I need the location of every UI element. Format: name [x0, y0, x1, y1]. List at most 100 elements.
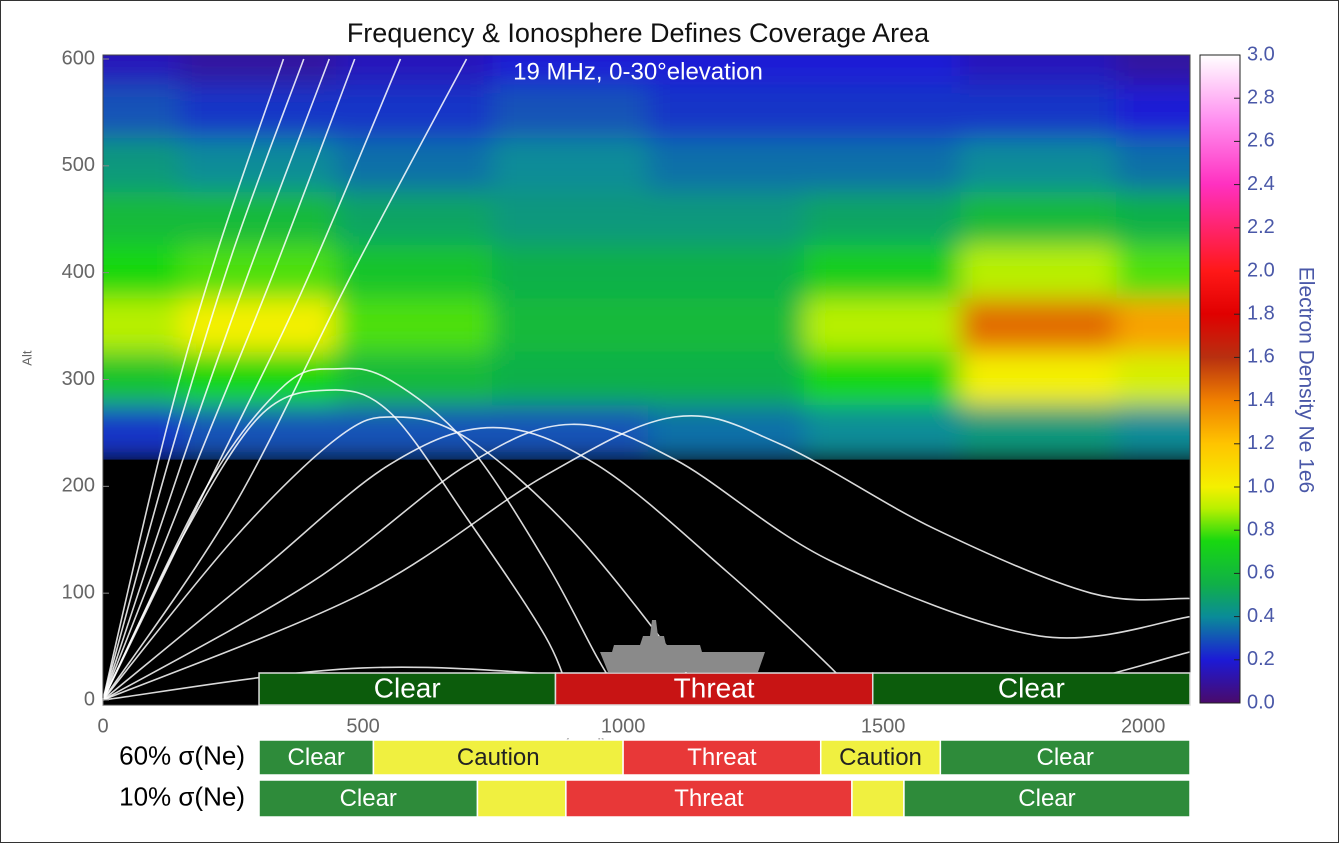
field-cell [103, 298, 183, 354]
field-cell [336, 298, 495, 354]
field-cell [648, 138, 807, 194]
overlay [258, 620, 1191, 706]
colorbar-tick-label: 0.6 [1247, 562, 1275, 584]
band-segment [903, 779, 1191, 818]
colorbar-tick-label: 2.0 [1247, 259, 1275, 281]
band-segment [939, 739, 1191, 776]
field-cell [180, 244, 339, 301]
field-cell [492, 405, 651, 460]
ray-path [103, 416, 702, 701]
field-cell [1116, 55, 1190, 87]
field-cell [804, 351, 963, 408]
field-cell [336, 84, 495, 141]
field-cell [960, 55, 1119, 87]
field-cell [1116, 298, 1190, 354]
ray-path [103, 58, 468, 701]
x-tick-label: 1500 [861, 715, 906, 737]
field-cell [804, 191, 963, 247]
field-cell [492, 55, 651, 87]
band-segment [554, 672, 874, 706]
field-cell [103, 351, 183, 408]
field-cell [336, 405, 495, 460]
band-label: Threat [687, 744, 757, 771]
field-cell [648, 55, 807, 87]
field-cell [804, 244, 963, 301]
field-cell [960, 405, 1119, 460]
field-cell [492, 84, 651, 141]
band-label: Caution [457, 744, 540, 771]
field-cell [103, 244, 183, 301]
field-cell [180, 138, 339, 194]
colorbar-tick-label: 2.6 [1247, 130, 1275, 152]
field-cell [804, 405, 963, 460]
x-tick-label: 2000 [1121, 715, 1166, 737]
band-segment [871, 672, 1191, 706]
x-tick-label: 500 [346, 715, 379, 737]
field-cell [648, 244, 807, 301]
field-cell [804, 138, 963, 194]
field-cell [492, 138, 651, 194]
ray-path [103, 58, 285, 701]
y-tick-label: 0 [84, 688, 95, 710]
y-axis-label: Alt [19, 350, 34, 366]
y-tick-label: 300 [62, 368, 95, 390]
band-segment [819, 739, 942, 776]
ray-path [103, 58, 356, 701]
field-clip [103, 55, 1190, 460]
y-tick-label: 200 [62, 475, 95, 497]
chart-title: Frequency & Ionosphere Defines Coverage … [347, 18, 930, 48]
field-cell [492, 191, 651, 247]
field-cell [804, 298, 963, 354]
field-cell [648, 191, 807, 247]
field-cell [1116, 84, 1190, 141]
field-cell [804, 84, 963, 141]
band-row-label: 60% σ(Ne) [119, 740, 245, 770]
field-cell [1116, 191, 1190, 247]
field-cell [180, 351, 339, 408]
field-cell [492, 298, 651, 354]
colorbar-tick-label: 0.8 [1247, 518, 1275, 540]
field-cell [960, 351, 1119, 408]
colorbar-tick-label: 0.0 [1247, 691, 1275, 713]
field-cell [648, 351, 807, 408]
band-segment [851, 779, 905, 818]
field-cell [1116, 351, 1190, 408]
chart-subtitle: 19 MHz, 0-30°elevation [513, 58, 763, 85]
field [103, 55, 1190, 460]
field-cell [960, 298, 1119, 354]
field-cell [960, 84, 1119, 141]
colorbar [1199, 54, 1241, 704]
ray-path [103, 58, 305, 701]
field-cell [960, 138, 1119, 194]
band-segment [258, 672, 557, 706]
x-tick-label: 1000 [601, 715, 646, 737]
band-label: Clear [998, 672, 1065, 703]
x-tick-label: 0 [97, 715, 108, 737]
field-cell [180, 55, 339, 87]
field-cell [1116, 405, 1190, 460]
ray-path [103, 423, 1190, 701]
colorbar-tick-label: 2.8 [1247, 86, 1275, 108]
ray-path [103, 389, 572, 701]
field-cell [103, 405, 183, 460]
field-cell [103, 191, 183, 247]
colorbar-tick-label: 0.4 [1247, 605, 1275, 627]
field-cell [804, 55, 963, 87]
ship-icon [600, 620, 765, 672]
colorbar-tick-label: 1.0 [1247, 475, 1275, 497]
plot [102, 54, 1191, 706]
band-segment [372, 739, 624, 776]
band-label: Clear [1036, 744, 1093, 771]
y-tick-label: 500 [62, 154, 95, 176]
field-cell [103, 138, 183, 194]
field-cell [103, 55, 183, 87]
field-cell [960, 191, 1119, 247]
field-cell [336, 191, 495, 247]
ray-path [103, 426, 858, 701]
y-tick-label: 600 [62, 47, 95, 69]
band-label: Clear [288, 744, 345, 771]
band-label: Clear [340, 785, 397, 812]
colorbar-label: Electron Density Ne 1e6 [1294, 267, 1317, 493]
field-cell [1116, 244, 1190, 301]
